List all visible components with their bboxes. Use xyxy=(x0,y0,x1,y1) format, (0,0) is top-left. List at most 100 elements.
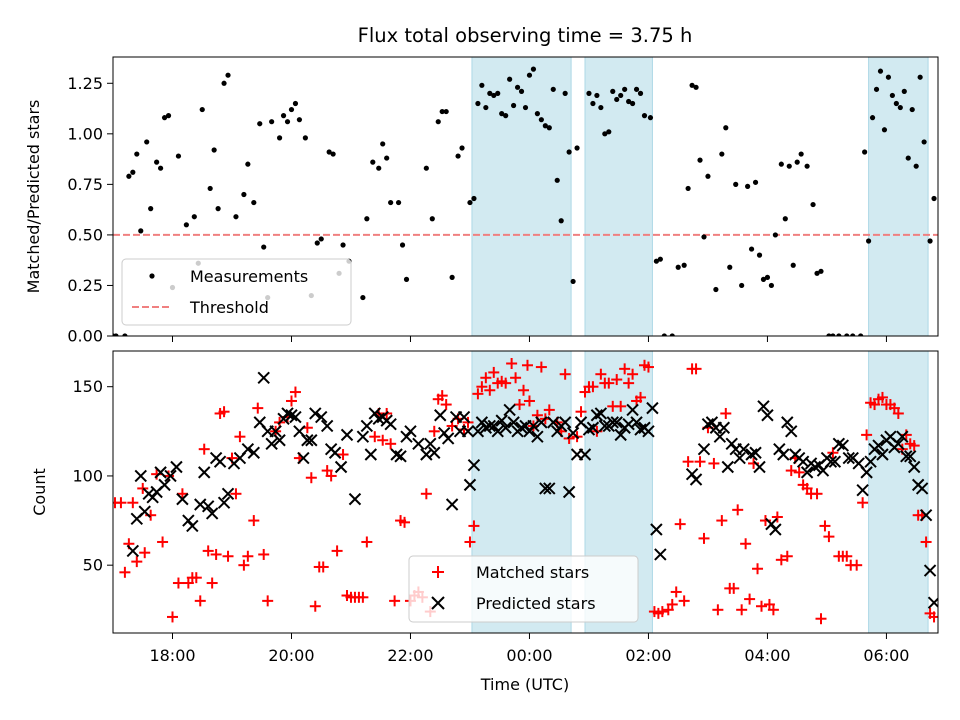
matched-star-point xyxy=(198,443,210,455)
matched-star-point xyxy=(793,466,805,478)
predicted-star-point xyxy=(503,403,516,417)
matched-star-point xyxy=(656,606,668,618)
measurement-point xyxy=(514,84,521,90)
x-tick-label: 04:00 xyxy=(744,646,790,665)
matched-star-point xyxy=(708,457,720,469)
top-panel-x-ticks xyxy=(171,336,887,342)
matched-star-point xyxy=(603,377,615,389)
matched-star-point xyxy=(317,561,329,573)
measurement-point xyxy=(483,104,489,111)
matched-star-point xyxy=(248,515,260,527)
predicted-stars-points xyxy=(126,371,938,609)
measurement-point xyxy=(727,264,733,270)
predicted-star-point xyxy=(531,430,544,443)
measurement-point xyxy=(862,149,868,155)
top-legend: Measurements Threshold xyxy=(121,258,352,326)
measurement-point xyxy=(175,153,182,159)
measurement-point xyxy=(733,181,739,187)
measurement-point xyxy=(449,274,455,280)
matched-star-point xyxy=(222,550,234,562)
matched-star-point xyxy=(815,613,827,625)
measurement-point xyxy=(810,201,816,208)
matched-star-point xyxy=(194,595,206,607)
measurement-point xyxy=(546,125,552,131)
predicted-star-point xyxy=(892,437,905,451)
predicted-star-point xyxy=(808,460,822,474)
measurement-point xyxy=(713,286,719,293)
predicted-star-point xyxy=(904,450,917,463)
predicted-star-point xyxy=(527,419,540,433)
predicted-star-point xyxy=(749,446,762,459)
measurement-point xyxy=(144,139,150,145)
matched-star-point xyxy=(752,563,764,575)
matched-star-point xyxy=(728,582,740,594)
measurement-point xyxy=(606,129,612,135)
measurement-point xyxy=(927,238,933,244)
measurement-point xyxy=(693,84,699,90)
matched-star-point xyxy=(908,440,920,452)
matched-star-point xyxy=(115,497,127,509)
predicted-star-point xyxy=(309,407,322,420)
measurement-point xyxy=(681,262,687,268)
predicted-star-point xyxy=(650,523,663,536)
x-tick-label: 00:00 xyxy=(506,646,552,665)
matched-star-point xyxy=(377,434,389,446)
predicted-star-point xyxy=(614,428,627,442)
measurement-point xyxy=(518,88,525,94)
measurement-point xyxy=(183,222,189,228)
predicted-star-point xyxy=(461,425,475,438)
matched-star-point xyxy=(523,395,535,407)
measurement-point xyxy=(647,115,654,121)
measurement-point xyxy=(641,113,648,119)
legend-threshold-label: Threshold xyxy=(189,298,269,317)
measurement-point xyxy=(507,76,513,82)
predicted-star-point xyxy=(824,455,838,468)
y-tick-label: 100 xyxy=(72,466,103,485)
measurement-point xyxy=(370,159,376,165)
measurement-point xyxy=(399,242,406,248)
measurement-point xyxy=(844,333,850,336)
top-panel-y-ticks: 0.00 0.25 0.50 0.75 1.00 1.25 xyxy=(67,74,113,346)
x-axis-label: Time (UTC) xyxy=(480,675,569,694)
matched-star-point xyxy=(627,368,639,380)
predicted-star-point xyxy=(642,425,655,438)
measurement-point xyxy=(629,100,636,107)
measurement-point xyxy=(772,232,778,238)
measurement-point xyxy=(798,151,804,157)
matched-star-point xyxy=(472,388,484,400)
measurement-point xyxy=(889,92,895,99)
matched-star-point xyxy=(309,600,321,612)
matched-star-point xyxy=(611,374,623,386)
measurement-point xyxy=(245,161,251,167)
measurement-point xyxy=(626,98,632,105)
matched-star-point xyxy=(218,406,230,418)
predicted-star-point xyxy=(297,451,310,465)
matched-star-point xyxy=(720,407,732,419)
measurement-point xyxy=(897,104,903,111)
predicted-star-point xyxy=(785,425,798,438)
predicted-star-point xyxy=(445,498,459,511)
predicted-star-point xyxy=(757,400,770,413)
matched-star-point xyxy=(139,547,151,559)
measurement-point xyxy=(503,113,509,119)
measurement-point xyxy=(314,240,320,246)
measurement-point xyxy=(288,106,295,113)
matched-star-point xyxy=(331,545,343,557)
predicted-star-point xyxy=(737,442,750,456)
bottom-legend-box xyxy=(408,555,639,623)
matched-star-point xyxy=(827,447,839,459)
measurement-point xyxy=(598,104,604,111)
predicted-star-point xyxy=(364,448,378,461)
predicted-star-point xyxy=(463,478,477,492)
measurement-point xyxy=(380,141,386,147)
measurement-point xyxy=(296,117,303,123)
measurement-point xyxy=(165,113,172,119)
matched-star-point xyxy=(325,470,337,482)
measurement-point xyxy=(487,90,493,96)
matched-star-point xyxy=(736,604,748,616)
measurement-point xyxy=(786,163,792,169)
predicted-star-point xyxy=(539,482,552,495)
predicted-star-point xyxy=(586,421,600,434)
predicted-star-point xyxy=(247,446,261,459)
matched-star-point xyxy=(480,372,492,384)
